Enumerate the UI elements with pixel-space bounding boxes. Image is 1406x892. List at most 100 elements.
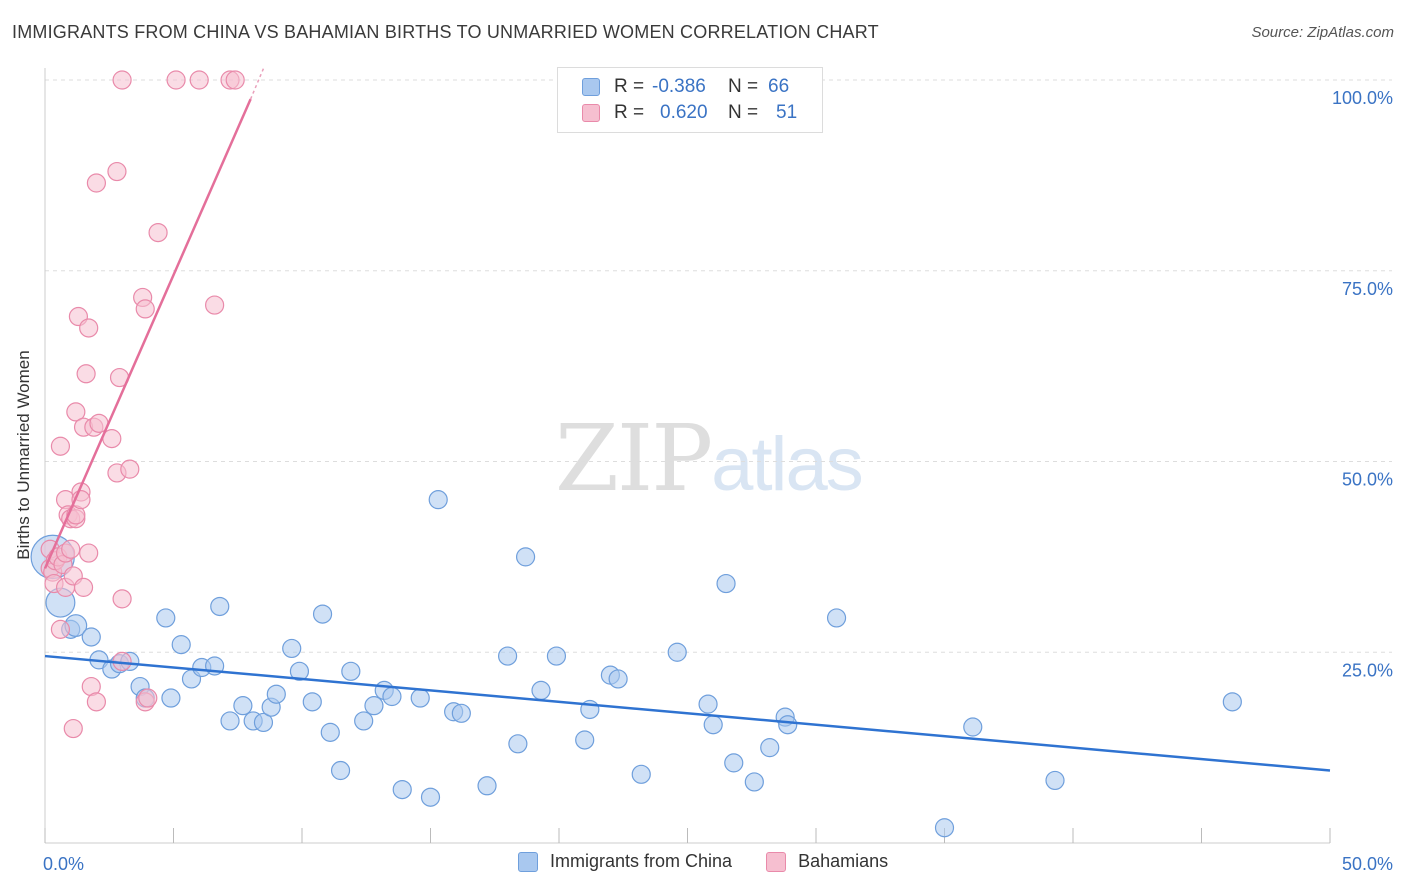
data-point [608, 669, 628, 689]
data-point [508, 734, 528, 754]
y-tick-label: 25.0% [1342, 660, 1393, 680]
data-point [354, 711, 374, 731]
data-point [667, 642, 687, 662]
series-legend: Immigrants from China Bahamians [518, 851, 922, 872]
legend-r-value: 0.620 [660, 102, 708, 123]
trend-lines [43, 68, 1331, 772]
data-point [420, 787, 441, 807]
trend-line-china [44, 654, 1331, 772]
legend-label-bahamians: Bahamians [798, 851, 889, 871]
data-point [826, 608, 847, 628]
data-point [166, 70, 186, 90]
data-point [220, 711, 240, 731]
legend-item-bahamians[interactable]: Bahamians [766, 851, 888, 872]
data-point [86, 692, 107, 712]
data-point [531, 680, 551, 701]
data-point [112, 70, 132, 90]
data-point [428, 490, 448, 510]
data-point [410, 688, 430, 708]
data-point [716, 573, 736, 594]
y-tick-label: 50.0% [1342, 470, 1393, 490]
data-point [50, 436, 71, 456]
series-bahamians [40, 70, 245, 739]
legend-swatch-china [582, 78, 600, 96]
data-point [744, 772, 764, 792]
data-point [302, 692, 322, 712]
data-point [112, 589, 132, 609]
data-point [963, 717, 983, 737]
data-point [546, 646, 567, 666]
legend-item-china[interactable]: Immigrants from China [518, 851, 732, 872]
series-immigrants-from-china [30, 490, 1242, 838]
source-credit: Source: ZipAtlas.com [1251, 24, 1394, 41]
data-point [1045, 770, 1065, 791]
correlation-legend: R = -0.386 N = 66 R = 0.620 N = 51 [557, 67, 823, 133]
data-point [161, 688, 181, 708]
data-point [79, 543, 99, 563]
y-tick-label: 75.0% [1342, 279, 1393, 299]
data-point [135, 299, 155, 319]
data-point [341, 661, 361, 681]
data-point [171, 635, 191, 655]
data-point [330, 760, 351, 781]
data-point [477, 776, 497, 796]
watermark-zip: ZIP [555, 405, 713, 512]
chart-title: IMMIGRANTS FROM CHINA VS BAHAMIAN BIRTHS… [12, 22, 879, 42]
legend-row-china: R = -0.386 N = 66 [582, 74, 808, 100]
data-point [724, 753, 744, 773]
data-point [778, 715, 798, 735]
legend-r-label: R = [614, 102, 645, 123]
data-point [76, 364, 96, 384]
data-point [79, 318, 99, 338]
legend-label-china: Immigrants from China [550, 851, 733, 871]
data-point [515, 547, 536, 567]
legend-n-value: 66 [768, 76, 790, 97]
x-tick-label: 50.0% [1342, 854, 1393, 874]
tick-labels: 25.0% 50.0% 75.0% 100.0% 0.0% 50.0% [43, 88, 1393, 874]
legend-swatch-bahamians [582, 104, 600, 122]
data-point [148, 223, 168, 243]
data-point [1222, 692, 1242, 712]
data-point [61, 539, 81, 559]
data-point [266, 684, 286, 704]
legend-n-value: 51 [776, 102, 798, 123]
data-point [575, 730, 595, 750]
legend-swatch-china [518, 851, 538, 872]
data-point [320, 722, 340, 742]
trend-line-bahamians-extension [249, 68, 265, 100]
legend-n-label: N = [728, 76, 759, 97]
data-point [253, 712, 274, 733]
data-point [703, 715, 723, 735]
data-point [312, 604, 333, 624]
legend-row-bahamians: R = 0.620 N = 51 [582, 100, 808, 126]
legend-r-value: -0.386 [652, 76, 706, 97]
data-point [364, 696, 384, 716]
data-point [760, 738, 780, 758]
watermark-atlas: atlas [711, 422, 864, 507]
data-point [225, 70, 245, 90]
data-point [120, 459, 140, 479]
data-point [50, 619, 71, 639]
legend-n-label: N = [728, 102, 759, 123]
data-point [451, 703, 471, 723]
y-tick-label: 100.0% [1332, 88, 1393, 108]
data-point [73, 577, 94, 597]
axes [44, 68, 1331, 844]
data-point [392, 779, 412, 800]
data-point [289, 661, 310, 681]
data-point [66, 402, 86, 422]
data-point [631, 764, 651, 784]
data-point [205, 295, 225, 315]
data-point [107, 161, 127, 182]
x-tick-label: 0.0% [43, 854, 84, 874]
trend-line-bahamians [43, 98, 252, 569]
data-point [698, 694, 718, 714]
data-point [498, 646, 518, 666]
legend-swatch-bahamians [766, 851, 787, 872]
data-point [382, 686, 402, 707]
data-point [210, 596, 230, 617]
data-point [63, 718, 83, 739]
data-point [86, 173, 107, 193]
data-point [138, 688, 158, 708]
